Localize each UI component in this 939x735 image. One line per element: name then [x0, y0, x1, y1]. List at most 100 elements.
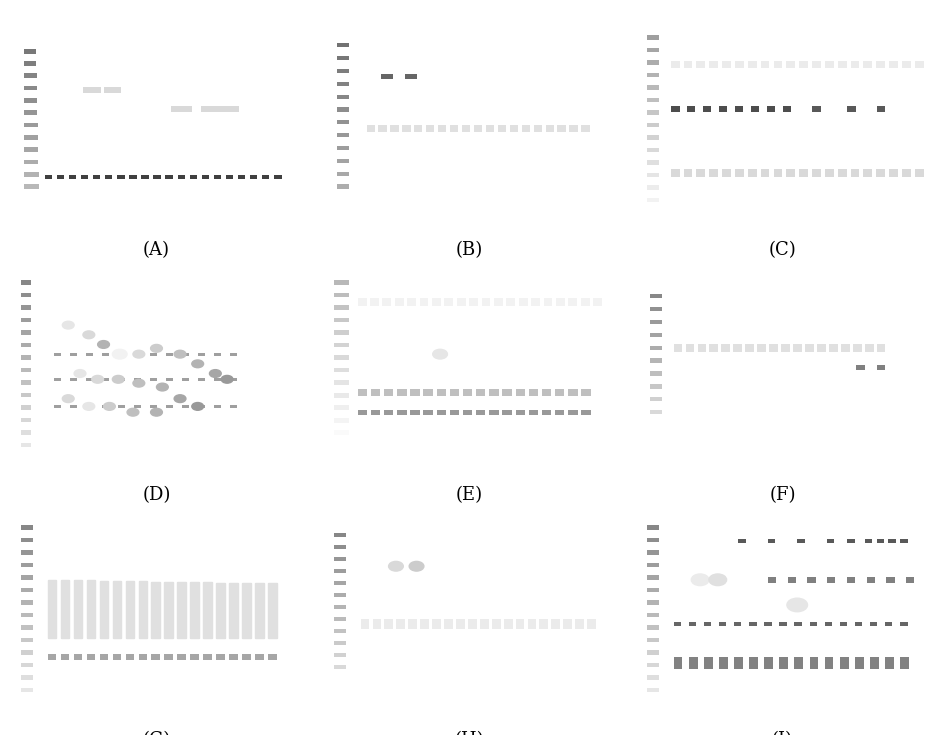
Bar: [177, 175, 185, 179]
Bar: [838, 169, 847, 177]
Bar: [886, 577, 895, 583]
Bar: [334, 380, 349, 385]
Circle shape: [209, 370, 222, 377]
Bar: [647, 576, 659, 580]
Bar: [647, 650, 659, 655]
Bar: [214, 405, 222, 408]
Bar: [22, 293, 32, 297]
Bar: [568, 390, 577, 396]
Bar: [229, 583, 239, 638]
Bar: [516, 410, 525, 415]
Bar: [580, 298, 590, 306]
Bar: [847, 539, 854, 543]
Bar: [794, 657, 803, 669]
Bar: [581, 125, 590, 132]
Bar: [334, 430, 349, 435]
Bar: [391, 125, 399, 132]
Bar: [138, 654, 147, 660]
Bar: [799, 169, 808, 177]
Bar: [54, 405, 61, 408]
Bar: [839, 623, 847, 626]
Bar: [24, 159, 38, 165]
Bar: [779, 657, 788, 669]
Bar: [482, 298, 490, 306]
Bar: [474, 125, 482, 132]
Bar: [22, 331, 32, 334]
Bar: [117, 353, 125, 356]
Bar: [719, 623, 726, 626]
Bar: [498, 125, 506, 132]
Bar: [647, 551, 659, 555]
Bar: [647, 185, 659, 190]
Bar: [673, 657, 683, 669]
Bar: [540, 620, 548, 629]
Bar: [877, 107, 885, 112]
Bar: [722, 61, 731, 68]
Bar: [150, 378, 157, 381]
Bar: [825, 169, 834, 177]
Bar: [337, 69, 349, 73]
Bar: [650, 397, 662, 401]
Bar: [546, 125, 554, 132]
Bar: [502, 390, 512, 396]
Bar: [201, 107, 222, 112]
Bar: [22, 613, 33, 617]
Bar: [358, 390, 367, 396]
Bar: [242, 583, 251, 638]
Bar: [489, 410, 499, 415]
Bar: [100, 654, 108, 660]
Bar: [22, 393, 32, 397]
Bar: [138, 581, 147, 638]
Bar: [130, 175, 136, 179]
Bar: [216, 583, 225, 638]
Bar: [470, 298, 478, 306]
Bar: [334, 305, 349, 310]
Bar: [142, 175, 148, 179]
Bar: [786, 61, 795, 68]
Bar: [647, 638, 659, 642]
Bar: [688, 623, 696, 626]
Bar: [774, 169, 782, 177]
Bar: [647, 73, 659, 77]
Bar: [492, 620, 500, 629]
Circle shape: [222, 376, 233, 383]
Bar: [61, 654, 69, 660]
Bar: [568, 410, 577, 415]
Bar: [126, 581, 134, 638]
Bar: [191, 582, 199, 638]
Bar: [117, 378, 125, 381]
Bar: [812, 107, 821, 112]
Bar: [54, 353, 61, 356]
Circle shape: [787, 598, 808, 612]
Bar: [410, 410, 420, 415]
Text: (H): (H): [454, 731, 485, 735]
Bar: [214, 175, 222, 179]
Bar: [516, 620, 525, 629]
Bar: [274, 175, 282, 179]
Bar: [405, 74, 417, 79]
Circle shape: [83, 331, 95, 339]
Bar: [437, 390, 446, 396]
Bar: [334, 581, 346, 585]
Bar: [794, 623, 802, 626]
Bar: [190, 175, 197, 179]
Bar: [670, 169, 680, 177]
Bar: [48, 654, 56, 660]
Bar: [757, 345, 766, 352]
Bar: [56, 175, 64, 179]
Bar: [24, 98, 38, 103]
Bar: [825, 61, 834, 68]
Bar: [384, 410, 393, 415]
Bar: [337, 159, 349, 163]
Bar: [489, 390, 499, 396]
Bar: [870, 657, 879, 669]
Bar: [568, 298, 577, 306]
Bar: [485, 125, 494, 132]
Bar: [686, 107, 696, 112]
Bar: [358, 410, 367, 415]
Bar: [769, 345, 778, 352]
Bar: [463, 390, 472, 396]
Bar: [22, 356, 32, 359]
Bar: [153, 175, 161, 179]
Bar: [915, 169, 924, 177]
